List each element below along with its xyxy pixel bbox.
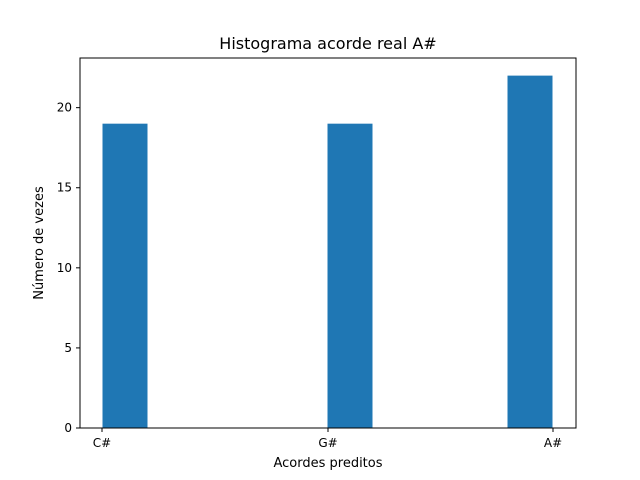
bar-a-sharp [507,75,553,428]
plot-frame [79,57,577,429]
x-tick-label: A# [544,436,562,450]
x-axis-ticks: C# G# A# [93,428,562,450]
x-axis-label: Acordes preditos [273,456,382,471]
y-axis-ticks: 0 5 10 15 20 [57,101,80,435]
y-tick-label: 20 [57,101,72,115]
y-tick-label: 5 [64,341,72,355]
y-tick-label: 10 [57,261,72,275]
bar-c-sharp [102,123,148,429]
y-tick-label: 0 [64,421,72,435]
x-tick-label: G# [318,436,337,450]
y-axis-label: Número de vezes [32,186,47,300]
bars-group [102,75,553,429]
chart-title: Histograma acorde real A# [219,34,436,53]
y-tick-label: 15 [57,181,72,195]
bar-g-sharp [327,123,373,429]
x-tick-label: C# [93,436,111,450]
